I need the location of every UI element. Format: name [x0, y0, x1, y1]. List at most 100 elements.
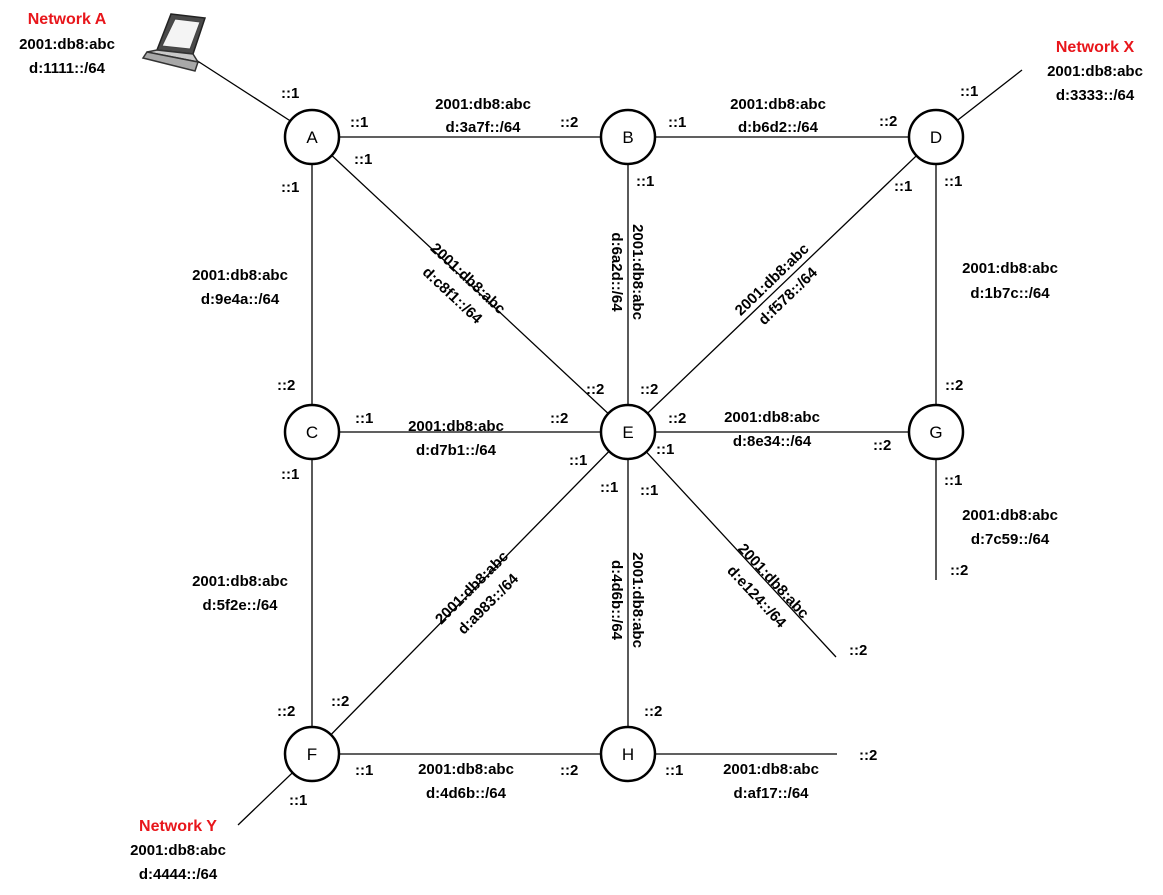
iface-label: ::2: [668, 410, 686, 427]
prefix-d-g-line1: 2001:db8:abc: [962, 260, 1058, 277]
iface-label: ::2: [849, 642, 867, 659]
iface-label: ::2: [873, 437, 891, 454]
network-a-prefix-line2: d:1111::/64: [29, 60, 106, 77]
node-b: B: [599, 108, 657, 166]
iface-label: ::1: [636, 173, 654, 190]
interface-labels: ::1 ::1 ::1 ::1 ::1 ::1 ::1 ::1 ::1 ::1 …: [277, 83, 978, 809]
iface-label: ::2: [277, 377, 295, 394]
network-a-name: Network A: [28, 11, 107, 28]
prefix-e-g-line1: 2001:db8:abc: [724, 409, 820, 426]
prefix-g-stub-line1: 2001:db8:abc: [962, 507, 1058, 524]
prefix-h-stub-line1: 2001:db8:abc: [723, 761, 819, 778]
link-e-f: [311, 431, 629, 755]
iface-label: ::2: [644, 703, 662, 720]
iface-label: ::2: [879, 113, 897, 130]
iface-label: ::1: [960, 83, 978, 100]
prefix-label-d-g: 2001:db8:abc d:1b7c::/64: [962, 260, 1058, 302]
node-h: H: [599, 725, 657, 783]
iface-label: ::1: [665, 762, 683, 779]
network-x-prefix-line2: d:3333::/64: [1056, 87, 1135, 104]
iface-label: ::1: [668, 114, 686, 131]
node-e: E: [599, 403, 657, 461]
iface-label: ::1: [281, 179, 299, 196]
prefix-f-h-line2: d:4d6b::/64: [426, 785, 507, 802]
prefix-b-e-line2: d:6a2d::/64: [608, 232, 625, 312]
prefix-a-b-line2: d:3a7f::/64: [445, 119, 521, 136]
iface-label: ::2: [560, 114, 578, 131]
iface-label: ::1: [289, 792, 307, 809]
prefix-label-a-b: 2001:db8:abc d:3a7f::/64: [435, 96, 531, 136]
prefix-label-e-stub: 2001:db8:abc d:e124::/64: [723, 540, 812, 631]
iface-label: ::1: [569, 452, 587, 469]
prefix-c-f-line2: d:5f2e::/64: [202, 597, 278, 614]
link-a-e: [311, 136, 629, 433]
prefix-a-c-line1: 2001:db8:abc: [192, 267, 288, 284]
network-y-name: Network Y: [139, 818, 217, 835]
prefix-c-e-line2: d:d7b1::/64: [416, 442, 497, 459]
iface-label: ::1: [600, 479, 618, 496]
prefix-c-e-line1: 2001:db8:abc: [408, 418, 504, 435]
prefix-g-stub-line2: d:7c59::/64: [971, 531, 1050, 548]
node-b-label: B: [622, 128, 633, 147]
prefix-e-h-line1: 2001:db8:abc: [629, 552, 646, 648]
prefix-b-e-line1: 2001:db8:abc: [629, 224, 646, 320]
iface-label: ::2: [640, 381, 658, 398]
link-e-stub: [627, 431, 837, 658]
iface-label: ::1: [350, 114, 368, 131]
node-f: F: [283, 725, 341, 783]
prefix-label-c-f: 2001:db8:abc d:5f2e::/64: [192, 573, 288, 614]
network-x-name: Network X: [1056, 39, 1135, 56]
prefix-a-b-line1: 2001:db8:abc: [435, 96, 531, 113]
iface-label: ::1: [656, 441, 674, 458]
prefix-label-b-e: 2001:db8:abc d:6a2d::/64: [608, 224, 646, 320]
prefix-h-stub-line2: d:af17::/64: [733, 785, 809, 802]
prefix-label-e-f: 2001:db8:abc d:a983::/64: [432, 548, 522, 638]
node-g: G: [907, 403, 965, 461]
node-g-label: G: [929, 423, 942, 442]
node-h-label: H: [622, 745, 634, 764]
iface-label: ::1: [355, 762, 373, 779]
prefix-label-h-stub: 2001:db8:abc d:af17::/64: [723, 761, 819, 802]
prefix-b-d-line2: d:b6d2::/64: [738, 119, 819, 136]
prefix-label-g-stub: 2001:db8:abc d:7c59::/64: [962, 507, 1058, 548]
iface-label: ::2: [550, 410, 568, 427]
iface-label: ::1: [281, 85, 299, 102]
node-a-label: A: [306, 128, 318, 147]
prefix-label-f-h: 2001:db8:abc d:4d6b::/64: [418, 761, 514, 802]
iface-label: ::2: [331, 693, 349, 710]
link-laptop-a: [195, 59, 293, 123]
node-d: D: [907, 108, 965, 166]
network-y-label: Network Y 2001:db8:abc d:4444::/64: [130, 818, 226, 883]
iface-label: ::1: [281, 466, 299, 483]
laptop-icon: [141, 13, 207, 72]
node-e-label: E: [622, 423, 633, 442]
network-y-prefix-line1: 2001:db8:abc: [130, 842, 226, 859]
prefix-label-c-e: 2001:db8:abc d:d7b1::/64: [408, 418, 504, 459]
links: [195, 59, 1023, 826]
prefix-d-g-line2: d:1b7c::/64: [970, 285, 1050, 302]
iface-label: ::1: [354, 151, 372, 168]
prefix-a-c-line2: d:9e4a::/64: [201, 291, 280, 308]
network-x-label: Network X 2001:db8:abc d:3333::/64: [1047, 39, 1143, 104]
iface-label: ::1: [894, 178, 912, 195]
node-f-label: F: [307, 745, 317, 764]
iface-label: ::1: [640, 482, 658, 499]
prefix-e-h-line2: d:4d6b::/64: [608, 560, 625, 641]
node-d-label: D: [930, 128, 942, 147]
iface-label: ::2: [560, 762, 578, 779]
iface-label: ::2: [945, 377, 963, 394]
network-y-prefix-line2: d:4444::/64: [139, 866, 218, 883]
network-a-label: Network A 2001:db8:abc d:1111::/64: [19, 11, 115, 77]
network-a-prefix-line1: 2001:db8:abc: [19, 36, 115, 53]
node-a: A: [283, 108, 341, 166]
prefix-c-f-line1: 2001:db8:abc: [192, 573, 288, 590]
prefix-label-a-c: 2001:db8:abc d:9e4a::/64: [192, 267, 288, 308]
iface-label: ::1: [355, 410, 373, 427]
prefix-label-e-h: 2001:db8:abc d:4d6b::/64: [608, 552, 646, 648]
node-c: C: [283, 403, 341, 461]
prefix-e-g-line2: d:8e34::/64: [733, 433, 812, 450]
prefix-label-e-g: 2001:db8:abc d:8e34::/64: [724, 409, 820, 450]
node-c-label: C: [306, 423, 318, 442]
iface-label: ::2: [277, 703, 295, 720]
